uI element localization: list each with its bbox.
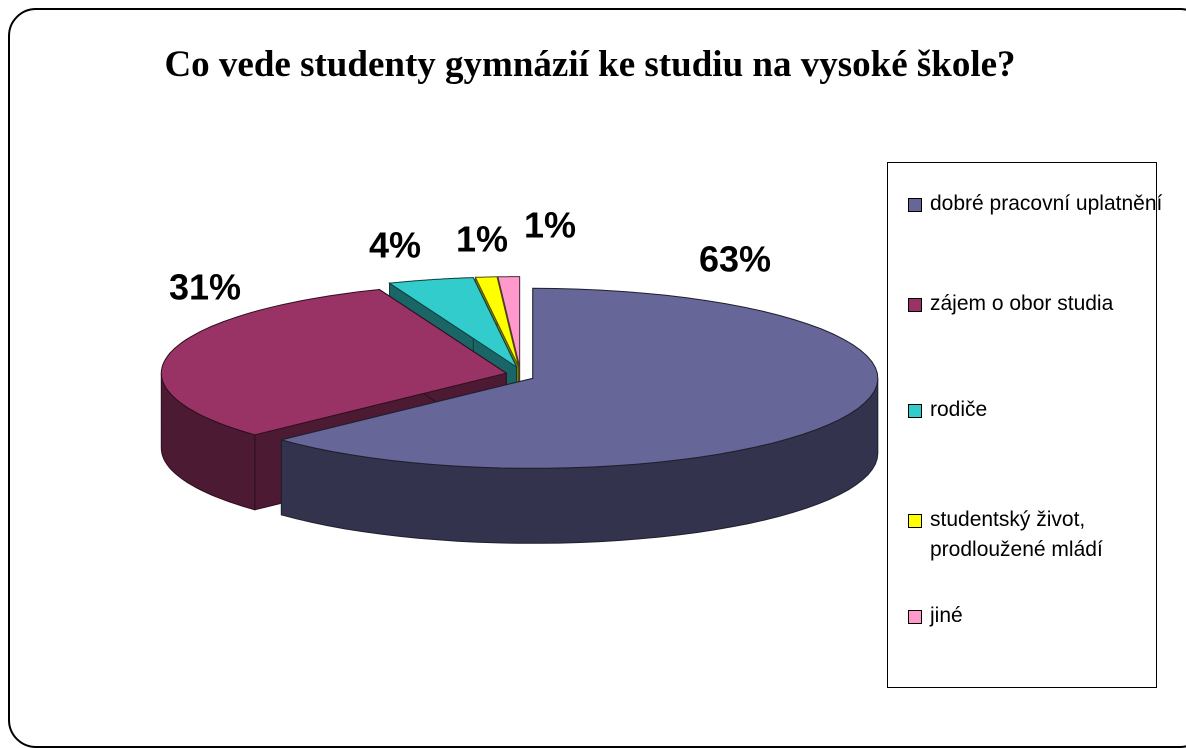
data-label: 4%	[369, 225, 421, 266]
slice	[160, 288, 508, 436]
chart: 63% 31% 4% 1% 1%	[160, 205, 879, 544]
slice	[474, 276, 520, 367]
legend-label: zájem o obor studia	[930, 292, 1114, 315]
legend-label: dobré pracovní uplatnění	[930, 192, 1163, 215]
legend-label: studentský život, prodloužené mládí	[930, 508, 1103, 561]
data-label: 1%	[524, 205, 576, 246]
legend: dobré pracovní uplatnění zájem o obor stu…	[887, 162, 1162, 688]
slice	[497, 276, 521, 367]
legend-item: jiné	[908, 601, 1170, 631]
legend-swatch	[908, 404, 922, 418]
legend-swatch	[908, 298, 922, 312]
legend-item: rodiče	[908, 395, 1170, 425]
legend-item: dobré pracovní uplatnění	[908, 189, 1170, 219]
legend-item: studentský život, prodloužené mládí	[908, 505, 1170, 565]
slice	[281, 287, 879, 469]
data-label: 31%	[169, 267, 241, 308]
legend-swatch	[908, 198, 922, 212]
legend-item: zájem o obor studia	[908, 289, 1170, 319]
data-label: 1%	[456, 219, 508, 260]
legend-label: jiné	[930, 604, 963, 627]
page: 63% 31% 4% 1% 1% Co vede studenty gymnázií k…	[8, 8, 1186, 748]
slice	[388, 277, 518, 369]
data-label: 63%	[699, 239, 771, 280]
chart-title: Co vede studenty gymnázií ke studiu na v…	[164, 44, 1016, 85]
legend-label: rodiče	[930, 398, 988, 421]
legend-swatch	[908, 514, 922, 528]
legend-swatch	[908, 610, 922, 624]
